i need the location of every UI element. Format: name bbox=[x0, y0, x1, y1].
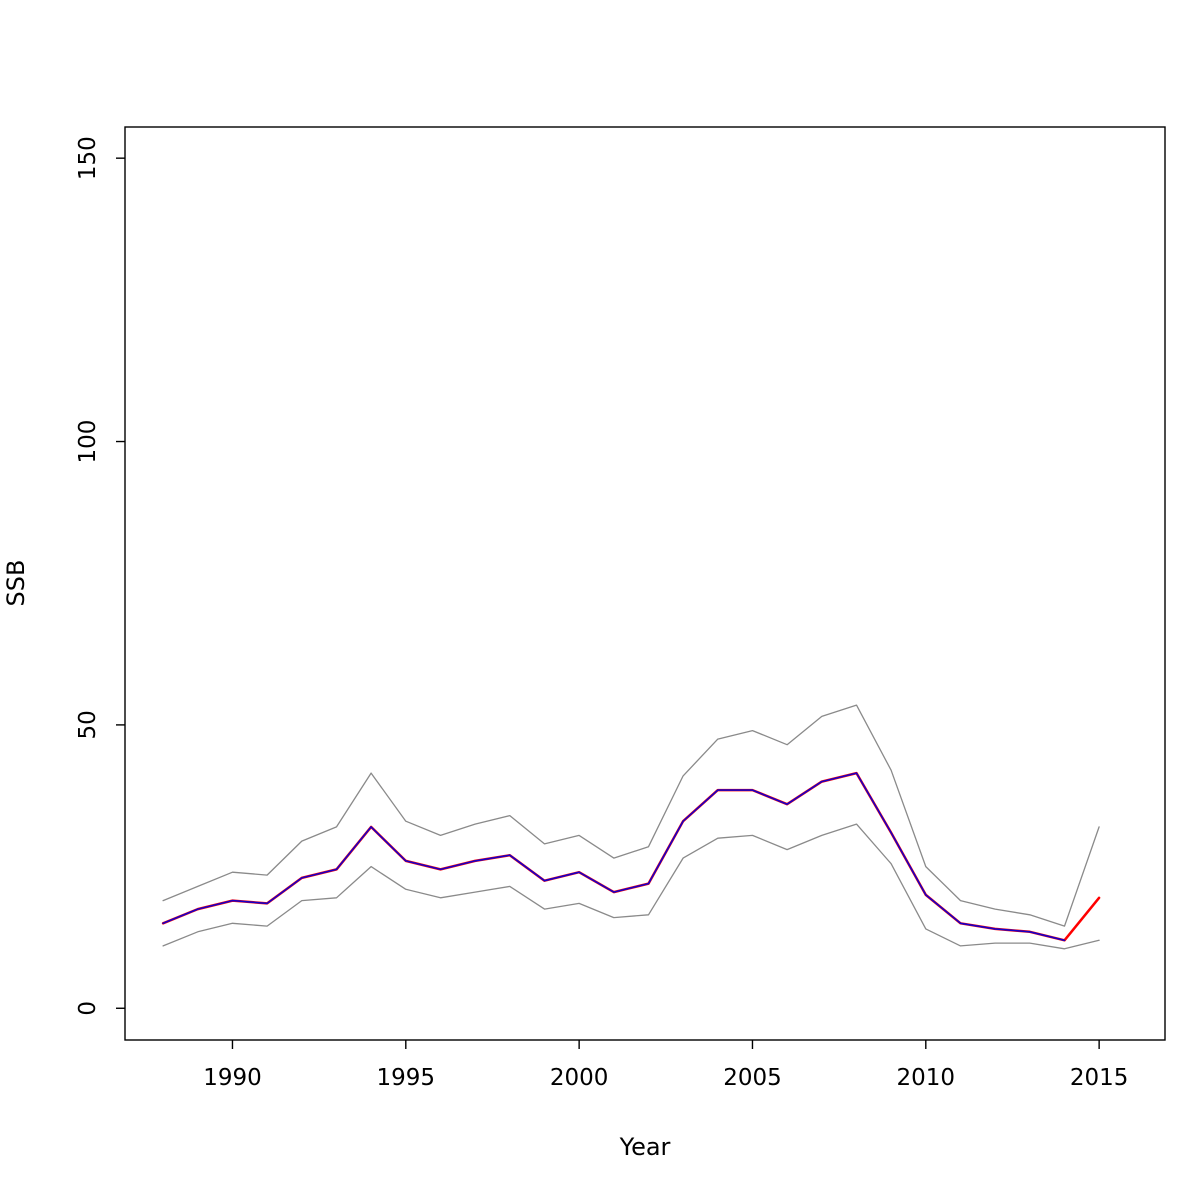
x-axis-title: Year bbox=[619, 1133, 671, 1161]
plot-border bbox=[124, 126, 1166, 1041]
y-tick-label: 0 bbox=[75, 1001, 101, 1016]
y-tick-label: 100 bbox=[75, 420, 101, 464]
x-tick-label: 1995 bbox=[377, 1065, 436, 1091]
series-line-current-assessment-ssb bbox=[161, 771, 1101, 942]
x-tick-label: 1990 bbox=[203, 1065, 262, 1091]
x-tick-label: 2010 bbox=[897, 1065, 956, 1091]
series-line-upper-confidence-bound bbox=[162, 704, 1100, 927]
series-line-lower-confidence-bound bbox=[162, 823, 1100, 950]
y-tick-label: 50 bbox=[75, 710, 101, 739]
x-tick-label: 2015 bbox=[1070, 1065, 1129, 1091]
y-axis-title: SSB bbox=[2, 560, 30, 607]
y-tick-label: 150 bbox=[75, 136, 101, 180]
x-tick-label: 2000 bbox=[550, 1065, 609, 1091]
x-tick-label: 2005 bbox=[723, 1065, 782, 1091]
chart-layer: 1990 1995 2000 2005 2010 2015 0 50 100 150 bbox=[75, 126, 1166, 1091]
series-line-previous-assessment-ssb bbox=[162, 772, 1066, 942]
